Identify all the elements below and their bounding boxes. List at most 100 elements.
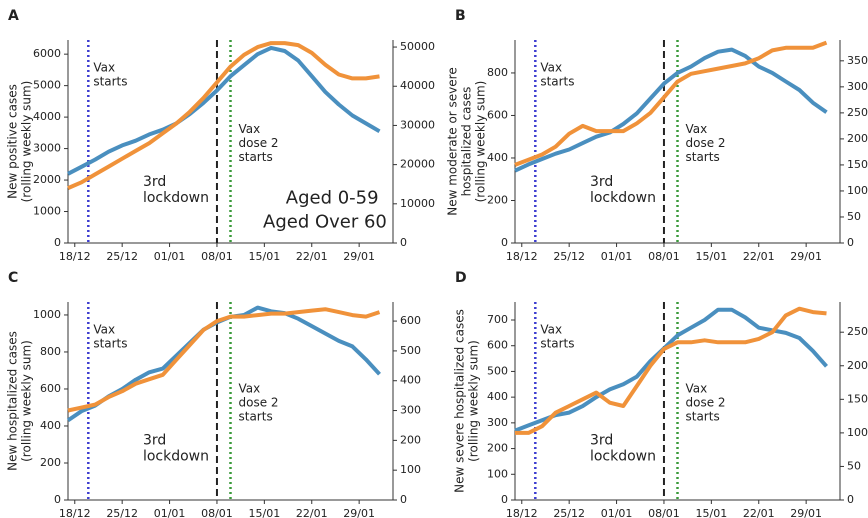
- x-tick-label: 15/01: [249, 507, 281, 518]
- y2-tick-label: 100: [847, 184, 868, 197]
- y-tick-label: 400: [487, 390, 508, 403]
- x-tick-label: 22/01: [743, 507, 775, 518]
- event-label: lockdown: [590, 190, 656, 206]
- x-tick-label: 08/01: [648, 250, 680, 263]
- y-tick-label: 1000: [33, 205, 61, 218]
- y2-tick-label: 400: [400, 374, 421, 387]
- y-tick-label: 700: [487, 313, 508, 326]
- y-tick-label: 200: [487, 442, 508, 455]
- x-tick-label: 08/01: [648, 507, 680, 518]
- x-tick-label: 15/01: [696, 250, 728, 263]
- y-tick-label: 1000: [33, 308, 61, 321]
- event-label: 3rd: [143, 174, 166, 190]
- y2-tick-label: 50: [847, 210, 861, 223]
- y-tick-label: 5000: [33, 79, 61, 92]
- event-label: 3rd: [590, 433, 613, 449]
- y-axis-label: (rolling weekly sum): [467, 340, 481, 462]
- y-tick-label: 200: [40, 456, 61, 469]
- event-label: lockdown: [590, 449, 656, 465]
- panel: D New severe hospitalized cases (rolling w…: [453, 270, 868, 518]
- y2-tick-label: 100: [400, 463, 421, 476]
- event-label: Vax: [239, 382, 261, 396]
- y-tick-label: 2000: [33, 173, 61, 186]
- event-label: Vax: [540, 323, 562, 337]
- legend-label: Aged Over 60: [263, 212, 387, 233]
- y-tick-label: 0: [501, 493, 508, 506]
- event-label: Vax: [93, 323, 115, 337]
- x-tick-label: 22/01: [743, 250, 775, 263]
- y-axis-label: New hospitalized cases: [6, 331, 20, 471]
- event-label: starts: [686, 150, 720, 164]
- event-label: starts: [686, 410, 720, 424]
- x-tick-label: 25/12: [553, 250, 585, 263]
- y2-tick-label: 250: [847, 106, 868, 119]
- y2-tick-label: 0: [400, 236, 407, 249]
- event-label: Vax: [239, 122, 261, 136]
- x-tick-label: 29/01: [790, 250, 822, 263]
- y2-tick-label: 30000: [400, 118, 435, 131]
- event-label: starts: [93, 337, 127, 351]
- y-axis-label: (rolling weekly sum): [20, 340, 34, 462]
- y-axis-label: hospitalized cases: [460, 87, 474, 197]
- y2-tick-label: 10000: [400, 197, 435, 210]
- event-label: starts: [93, 75, 127, 89]
- y2-tick-label: 600: [400, 314, 421, 327]
- y-tick-label: 400: [487, 151, 508, 164]
- y-tick-label: 800: [487, 66, 508, 79]
- y2-tick-label: 50: [847, 459, 861, 472]
- legend-label: Aged 0-59: [286, 187, 379, 208]
- series-line: [514, 47, 828, 173]
- y2-tick-label: 250: [847, 325, 868, 338]
- y-tick-label: 600: [487, 339, 508, 352]
- x-tick-label: 15/01: [249, 250, 281, 263]
- y2-tick-label: 100: [847, 426, 868, 439]
- y-tick-label: 300: [487, 416, 508, 429]
- y-tick-label: 4000: [33, 110, 61, 123]
- y-tick-label: 800: [40, 345, 61, 358]
- event-label: dose 2: [686, 396, 726, 410]
- panel-label: A: [8, 8, 19, 24]
- y2-tick-label: 200: [847, 359, 868, 372]
- y-axis-label: New positive cases: [6, 84, 20, 199]
- event-label: 3rd: [590, 174, 613, 190]
- panel-label: B: [455, 8, 466, 24]
- panel-label: D: [455, 270, 467, 286]
- series-line: [67, 45, 381, 176]
- event-label: dose 2: [686, 136, 726, 150]
- y-tick-label: 100: [487, 467, 508, 480]
- event-label: Vax: [686, 122, 708, 136]
- y-tick-label: 600: [40, 382, 61, 395]
- y-tick-label: 3000: [33, 142, 61, 155]
- x-tick-label: 18/12: [506, 250, 538, 263]
- x-tick-label: 22/01: [296, 250, 328, 263]
- y-tick-label: 200: [487, 193, 508, 206]
- x-tick-label: 18/12: [59, 250, 91, 263]
- event-label: starts: [540, 337, 574, 351]
- event-label: dose 2: [239, 136, 279, 150]
- x-tick-label: 22/01: [296, 507, 328, 518]
- y-axis-label: (rolling weekly sum): [20, 81, 34, 203]
- x-tick-label: 29/01: [343, 250, 375, 263]
- x-tick-label: 18/12: [59, 507, 91, 518]
- y2-tick-label: 500: [400, 344, 421, 357]
- panel: C New hospitalized cases (rolling weekly s…: [6, 270, 422, 518]
- y2-tick-label: 150: [847, 158, 868, 171]
- y2-tick-label: 200: [847, 132, 868, 145]
- y2-tick-label: 150: [847, 392, 868, 405]
- x-tick-label: 18/12: [506, 507, 538, 518]
- x-tick-label: 25/12: [553, 507, 585, 518]
- event-label: starts: [540, 75, 574, 89]
- x-tick-label: 08/01: [201, 507, 233, 518]
- x-tick-label: 01/01: [154, 250, 186, 263]
- panel: B New moderate or severe hospitalized case…: [446, 8, 868, 263]
- event-label: starts: [239, 150, 273, 164]
- event-label: starts: [239, 410, 273, 424]
- series-line: [67, 41, 380, 190]
- event-label: Vax: [540, 61, 562, 75]
- y-axis-label: (rolling weekly sum): [474, 81, 488, 203]
- x-tick-label: 01/01: [601, 507, 633, 518]
- y2-tick-label: 300: [400, 404, 421, 417]
- y-tick-label: 400: [40, 419, 61, 432]
- x-tick-label: 15/01: [696, 507, 728, 518]
- y2-tick-label: 200: [400, 433, 421, 446]
